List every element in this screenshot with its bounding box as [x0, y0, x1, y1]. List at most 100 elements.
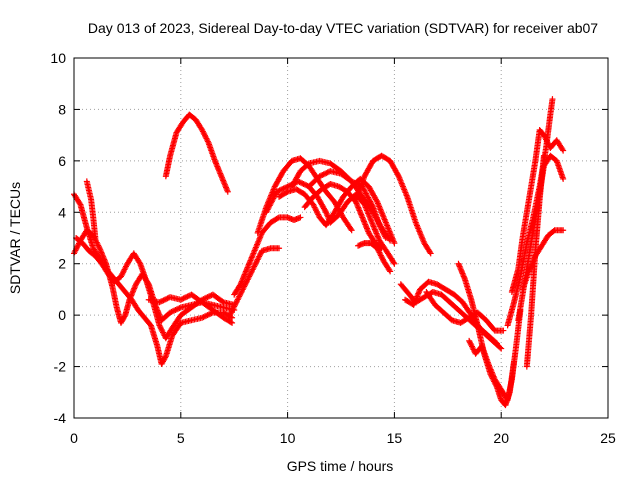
series-arc-4 — [83, 178, 99, 241]
data-point-marker — [300, 181, 307, 187]
data-point-marker — [161, 296, 168, 303]
data-point-marker — [229, 319, 236, 326]
data-point-marker — [540, 152, 547, 159]
data-point-marker — [164, 295, 171, 302]
series-arc-26 — [523, 152, 547, 370]
data-point-marker — [179, 296, 186, 303]
series-arc-8 — [231, 214, 304, 298]
data-point-marker — [324, 169, 331, 176]
data-point-marker — [163, 296, 170, 303]
data-point-marker — [176, 305, 183, 312]
data-point-marker — [157, 298, 164, 305]
data-point-marker — [323, 170, 330, 177]
data-point-marker — [373, 197, 380, 204]
data-point-marker — [297, 214, 304, 221]
series-arc-23 — [508, 127, 567, 295]
data-point-marker — [498, 345, 505, 352]
data-point-marker — [181, 294, 188, 301]
data-point-marker — [560, 147, 567, 154]
data-point-marker — [156, 299, 163, 306]
series-arc-6 — [162, 111, 231, 195]
data-point-marker — [180, 295, 187, 302]
plot-frame — [73, 57, 609, 419]
data-point-marker — [427, 250, 434, 257]
data-point-marker — [283, 184, 290, 191]
data-point-marker — [560, 175, 567, 182]
data-point-marker — [320, 171, 327, 178]
series-arc-10 — [263, 178, 398, 267]
data-point-marker — [224, 188, 231, 195]
y-tick-label: 2 — [58, 256, 66, 272]
data-point-marker — [283, 189, 290, 196]
data-point-marker — [277, 186, 284, 193]
data-point-marker — [92, 235, 99, 241]
chart-title: Day 013 of 2023, Sidereal Day-to-day VTE… — [88, 20, 598, 36]
data-point-marker — [350, 179, 357, 186]
data-point-marker — [203, 294, 210, 301]
data-point-marker — [279, 186, 286, 193]
data-point-marker — [201, 295, 208, 302]
data-point-marker — [276, 245, 283, 252]
data-point-marker — [390, 259, 397, 266]
series-arc-21 — [466, 307, 524, 403]
series-arc-3 — [73, 235, 238, 342]
data-point-marker — [394, 172, 401, 178]
data-point-marker — [559, 146, 566, 153]
data-point-marker — [352, 180, 359, 187]
data-point-marker — [274, 215, 281, 222]
data-point-marker — [382, 235, 389, 241]
y-tick-label: 8 — [58, 101, 66, 117]
x-tick-label: 20 — [493, 430, 509, 446]
x-axis-label: GPS time / hours — [287, 458, 394, 474]
data-point-marker — [236, 282, 243, 289]
data-point-marker — [204, 294, 211, 301]
data-point-marker — [391, 260, 398, 267]
data-point-marker — [76, 200, 83, 207]
data-point-marker — [348, 178, 355, 185]
data-point-marker — [351, 179, 358, 186]
data-point-marker — [175, 305, 182, 312]
data-point-marker — [280, 185, 287, 192]
data-point-marker — [426, 249, 433, 256]
data-point-marker — [386, 267, 393, 274]
data-point-marker — [219, 298, 226, 305]
data-point-marker — [169, 308, 176, 315]
data-point-marker — [347, 226, 354, 232]
data-point-marker — [369, 202, 376, 209]
data-point-marker — [207, 310, 214, 317]
data-point-marker — [273, 188, 280, 195]
data-point-marker — [299, 180, 306, 187]
data-point-marker — [322, 208, 329, 214]
data-point-marker — [301, 181, 308, 188]
data-point-marker — [204, 312, 211, 319]
data-point-marker — [276, 187, 283, 194]
data-point-marker — [387, 268, 394, 275]
data-point-marker — [316, 173, 323, 180]
data-point-marker — [205, 311, 212, 318]
data-point-marker — [386, 236, 393, 243]
data-point-marker — [172, 307, 179, 313]
x-tick-label: 0 — [70, 430, 78, 446]
x-tick-label: 25 — [600, 430, 616, 446]
data-point-marker — [296, 179, 303, 186]
data-point-marker — [317, 172, 324, 179]
data-point-marker — [497, 344, 504, 351]
data-point-marker — [201, 313, 208, 320]
series-arc-7 — [226, 245, 283, 319]
data-point-marker — [167, 309, 174, 316]
data-point-marker — [177, 296, 184, 303]
data-point-marker — [159, 298, 166, 304]
x-axis-ticks: 0 5 10 15 20 25 — [70, 58, 616, 446]
y-tick-label: -4 — [54, 410, 67, 426]
data-markers — [71, 96, 567, 409]
data-point-marker — [281, 184, 288, 191]
data-point-marker — [160, 297, 167, 304]
data-point-marker — [121, 313, 128, 320]
series-arc-16 — [355, 240, 394, 275]
x-tick-label: 10 — [280, 430, 296, 446]
data-point-marker — [549, 96, 556, 103]
data-point-marker — [184, 293, 191, 300]
y-tick-label: 10 — [50, 50, 66, 66]
data-point-marker — [492, 339, 499, 346]
y-tick-label: 0 — [58, 307, 66, 323]
